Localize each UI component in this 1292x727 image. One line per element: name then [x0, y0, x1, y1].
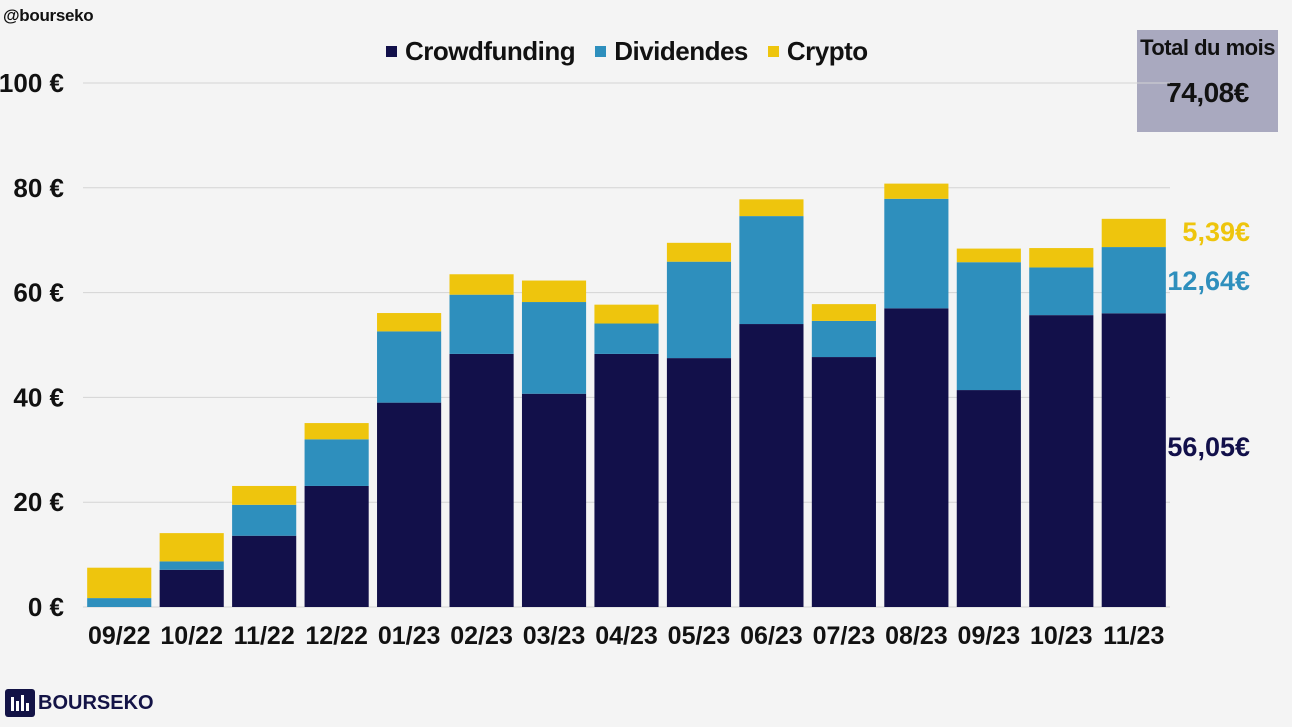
- x-tick-label: 11/22: [234, 622, 295, 650]
- bar-crypto-11-23: [1101, 218, 1166, 248]
- bar-dividendes-10-23: [1029, 267, 1094, 316]
- legend-item-crypto: Crypto: [767, 36, 868, 67]
- legend-item-crowdfunding: Crowdfunding: [386, 36, 576, 67]
- bar-crypto-06-23: [739, 199, 804, 217]
- bar-dividendes-12-22: [304, 439, 369, 486]
- y-tick-label: 20 €: [13, 487, 64, 517]
- y-tick-label: 40 €: [13, 382, 64, 412]
- bar-crypto-07-23: [811, 304, 876, 321]
- bar-crowdfunding-10-22: [159, 569, 224, 607]
- bar-dividendes-04-23: [594, 323, 659, 354]
- bar-dividendes-09-22: [87, 598, 152, 607]
- bar-dividendes-10-22: [159, 561, 224, 570]
- bar-crypto-03-23: [521, 280, 587, 303]
- handle-label: @bourseko: [3, 6, 94, 25]
- monthly-total-title: Total du mois: [1140, 35, 1275, 60]
- annotation-dividendes-value: 12,64€: [1167, 266, 1250, 296]
- brand-name: BOURSEKO: [38, 691, 154, 714]
- bar-crowdfunding-05-23: [666, 358, 732, 607]
- x-tick-label: 04/23: [595, 622, 658, 650]
- legend-label-crypto: Crypto: [786, 36, 868, 66]
- bar-crypto-08-23: [884, 183, 949, 199]
- x-tick-label: 08/23: [885, 622, 948, 650]
- legend-swatch-crypto: [767, 46, 779, 57]
- bar-dividendes-09-23: [956, 262, 1021, 391]
- y-tick-label: 100 €: [0, 68, 64, 98]
- bar-crypto-10-23: [1029, 248, 1094, 268]
- bar-crypto-01-23: [377, 313, 442, 332]
- bar-crowdfunding-12-22: [304, 485, 369, 607]
- bar-crypto-10-22: [159, 533, 224, 562]
- bar-dividendes-05-23: [666, 261, 732, 359]
- bar-crowdfunding-11-23: [1101, 313, 1166, 607]
- bar-crowdfunding-01-23: [377, 402, 442, 607]
- legend-label-dividendes: Dividendes: [614, 36, 748, 66]
- bar-dividendes-11-23: [1101, 247, 1166, 314]
- bar-dividendes-02-23: [449, 294, 514, 354]
- chart-legend: Crowdfunding Dividendes Crypto: [386, 36, 868, 67]
- x-tick-label: 12/22: [305, 622, 368, 650]
- bar-dividendes-06-23: [739, 216, 804, 325]
- bar-crowdfunding-07-23: [811, 357, 876, 607]
- annotation-crypto-value: 5,39€: [1182, 217, 1250, 247]
- legend-swatch-dividendes: [595, 46, 607, 57]
- x-tick-label: 09/22: [88, 622, 151, 650]
- x-tick-label: 02/23: [450, 622, 513, 650]
- bar-dividendes-03-23: [521, 302, 587, 394]
- x-tick-label: 06/23: [740, 622, 803, 650]
- bar-crowdfunding-08-23: [884, 308, 949, 607]
- legend-swatch-crowdfunding: [386, 46, 397, 57]
- x-tick-label: 05/23: [668, 622, 731, 650]
- bar-crypto-04-23: [594, 304, 659, 324]
- bar-crowdfunding-04-23: [594, 353, 659, 607]
- monthly-total-value: 74,08€: [1166, 77, 1249, 108]
- x-tick-label: 07/23: [813, 622, 876, 650]
- y-tick-label: 80 €: [13, 173, 64, 203]
- bar-dividendes-01-23: [377, 331, 442, 403]
- bar-crypto-09-23: [956, 248, 1021, 263]
- bar-crowdfunding-06-23: [739, 324, 804, 607]
- x-tick-label: 03/23: [523, 622, 586, 650]
- brand-footer: BOURSEKO: [5, 689, 154, 717]
- bar-crypto-05-23: [666, 242, 732, 262]
- legend-label-crowdfunding: Crowdfunding: [405, 36, 576, 66]
- bar-dividendes-08-23: [884, 198, 949, 309]
- x-tick-label: 10/23: [1030, 622, 1093, 650]
- x-tick-label: 10/22: [160, 622, 223, 650]
- bar-crypto-12-22: [304, 423, 369, 440]
- x-tick-label: 11/23: [1103, 622, 1164, 650]
- bar-crypto-09-22: [87, 567, 152, 599]
- bar-crowdfunding-02-23: [449, 353, 514, 607]
- bar-dividendes-11-22: [232, 504, 297, 536]
- bar-crowdfunding-11-22: [232, 535, 297, 607]
- bar-crypto-02-23: [449, 274, 514, 295]
- annotation-crowdfunding-value: 56,05€: [1167, 432, 1250, 462]
- bar-crowdfunding-10-23: [1029, 315, 1094, 607]
- monthly-total-box: Total du mois 74,08€: [1137, 30, 1278, 132]
- bar-crowdfunding-03-23: [521, 393, 587, 607]
- y-tick-label: 60 €: [13, 278, 64, 308]
- legend-item-dividendes: Dividendes: [595, 36, 748, 67]
- x-tick-label: 09/23: [958, 622, 1021, 650]
- x-tick-label: 01/23: [378, 622, 441, 650]
- bar-dividendes-07-23: [811, 320, 876, 358]
- bar-chart-icon: [5, 689, 35, 717]
- bar-crowdfunding-09-23: [956, 390, 1021, 607]
- bar-crypto-11-22: [232, 485, 297, 505]
- y-tick-label: 0 €: [28, 592, 64, 622]
